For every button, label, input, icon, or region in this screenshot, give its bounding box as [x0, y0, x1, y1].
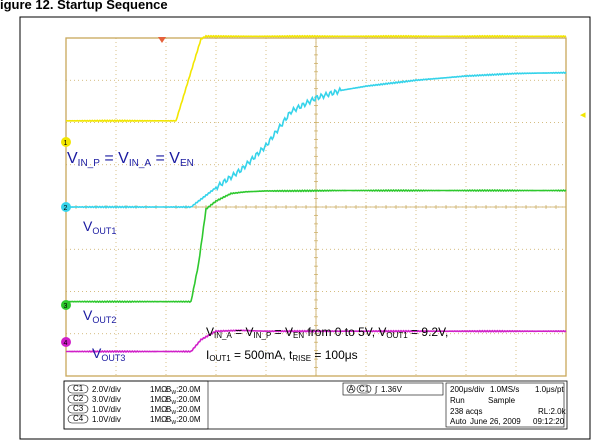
points-rate: 1.0μs/pt [535, 385, 564, 394]
capture-date: June 26, 2009 [470, 417, 521, 426]
annotation-line-1: VIN_A = VIN_P = VEN from 0 to 5V, VOUT1 … [206, 325, 448, 340]
vout2-trace [66, 188, 567, 304]
trigger-level-marker: ◂ [580, 109, 586, 121]
trigger-mode: A [349, 385, 355, 394]
ch1-marker-label: 1 [64, 140, 68, 147]
timebase-rate: 200μs/div [450, 385, 484, 394]
ch2-marker-label: 2 [64, 205, 68, 212]
channel-id: C1 [73, 384, 84, 393]
ch3-marker [61, 300, 71, 310]
ch4-marker-label: 4 [64, 340, 68, 347]
vout3-trace [66, 329, 567, 354]
channel-impedance: 1MΩ [150, 395, 167, 404]
vin-label: VIN_P = VIN_A = VEN [67, 150, 194, 169]
acq-state: Run [450, 396, 465, 405]
channel-scale: 1.0V/div [92, 415, 121, 424]
channel-id: C3 [73, 404, 84, 413]
trigger-level: 1.36V [381, 385, 403, 394]
ch4-marker [61, 337, 71, 347]
acq-mode: Sample [488, 396, 516, 405]
channel-scale: 1.0V/div [92, 405, 121, 414]
ch1-marker [61, 137, 71, 147]
channel-id-box [67, 394, 89, 404]
channel-id-box [67, 414, 89, 424]
figure-caption: igure 12. Startup Sequence [0, 0, 168, 12]
vout1-trace [66, 71, 567, 209]
record-length: RL:2.0k [538, 407, 567, 416]
channel-id: C2 [73, 394, 84, 403]
channel-scale: 3.0V/div [92, 395, 121, 404]
trigger-source-box [356, 384, 372, 394]
capture-time: 09:12:20 [533, 417, 565, 426]
trigger-slope-icon: ∫ [374, 385, 378, 394]
channel-id-box [67, 384, 89, 394]
channel-bandwidth: BW:20.0M [166, 385, 201, 396]
trigger-source: C1 [359, 385, 370, 394]
timebase-box [445, 382, 565, 428]
vin-trace [66, 34, 567, 123]
sample-rate: 1.0MS/s [490, 385, 519, 394]
vout3-label: VOUT3 [92, 345, 125, 363]
acq-count: 238 acqs [450, 407, 482, 416]
channel-markers: 1 2 3 4 [61, 137, 71, 347]
ch2-marker [61, 202, 71, 212]
channel-settings-box [63, 380, 209, 430]
annotation-line-2: IOUT1 = 500mA, tRISE = 100μs [206, 348, 358, 363]
channel-bandwidth: BW:20.0M [166, 405, 201, 416]
channel-bandwidth: BW:20.0M [166, 415, 201, 426]
vout1-label: VOUT1 [83, 218, 116, 236]
trigger-position-marker [158, 37, 166, 43]
ch3-marker-label: 3 [64, 303, 68, 310]
trigger-settings: A C1 ∫ 1.36V [346, 384, 403, 394]
channel-impedance: 1MΩ [150, 385, 167, 394]
channel-impedance: 1MΩ [150, 405, 167, 414]
trigger-mode-icon [346, 384, 356, 394]
vout2-label: VOUT2 [83, 307, 116, 325]
channel-scale: 2.0V/div [92, 385, 121, 394]
channel-id-box [67, 404, 89, 414]
channel-impedance: 1MΩ [150, 415, 167, 424]
trigger-auto: Auto [450, 417, 467, 426]
plot-area [65, 34, 567, 377]
channel-bandwidth: BW:20.0M [166, 395, 201, 406]
channel-id: C4 [73, 414, 84, 423]
